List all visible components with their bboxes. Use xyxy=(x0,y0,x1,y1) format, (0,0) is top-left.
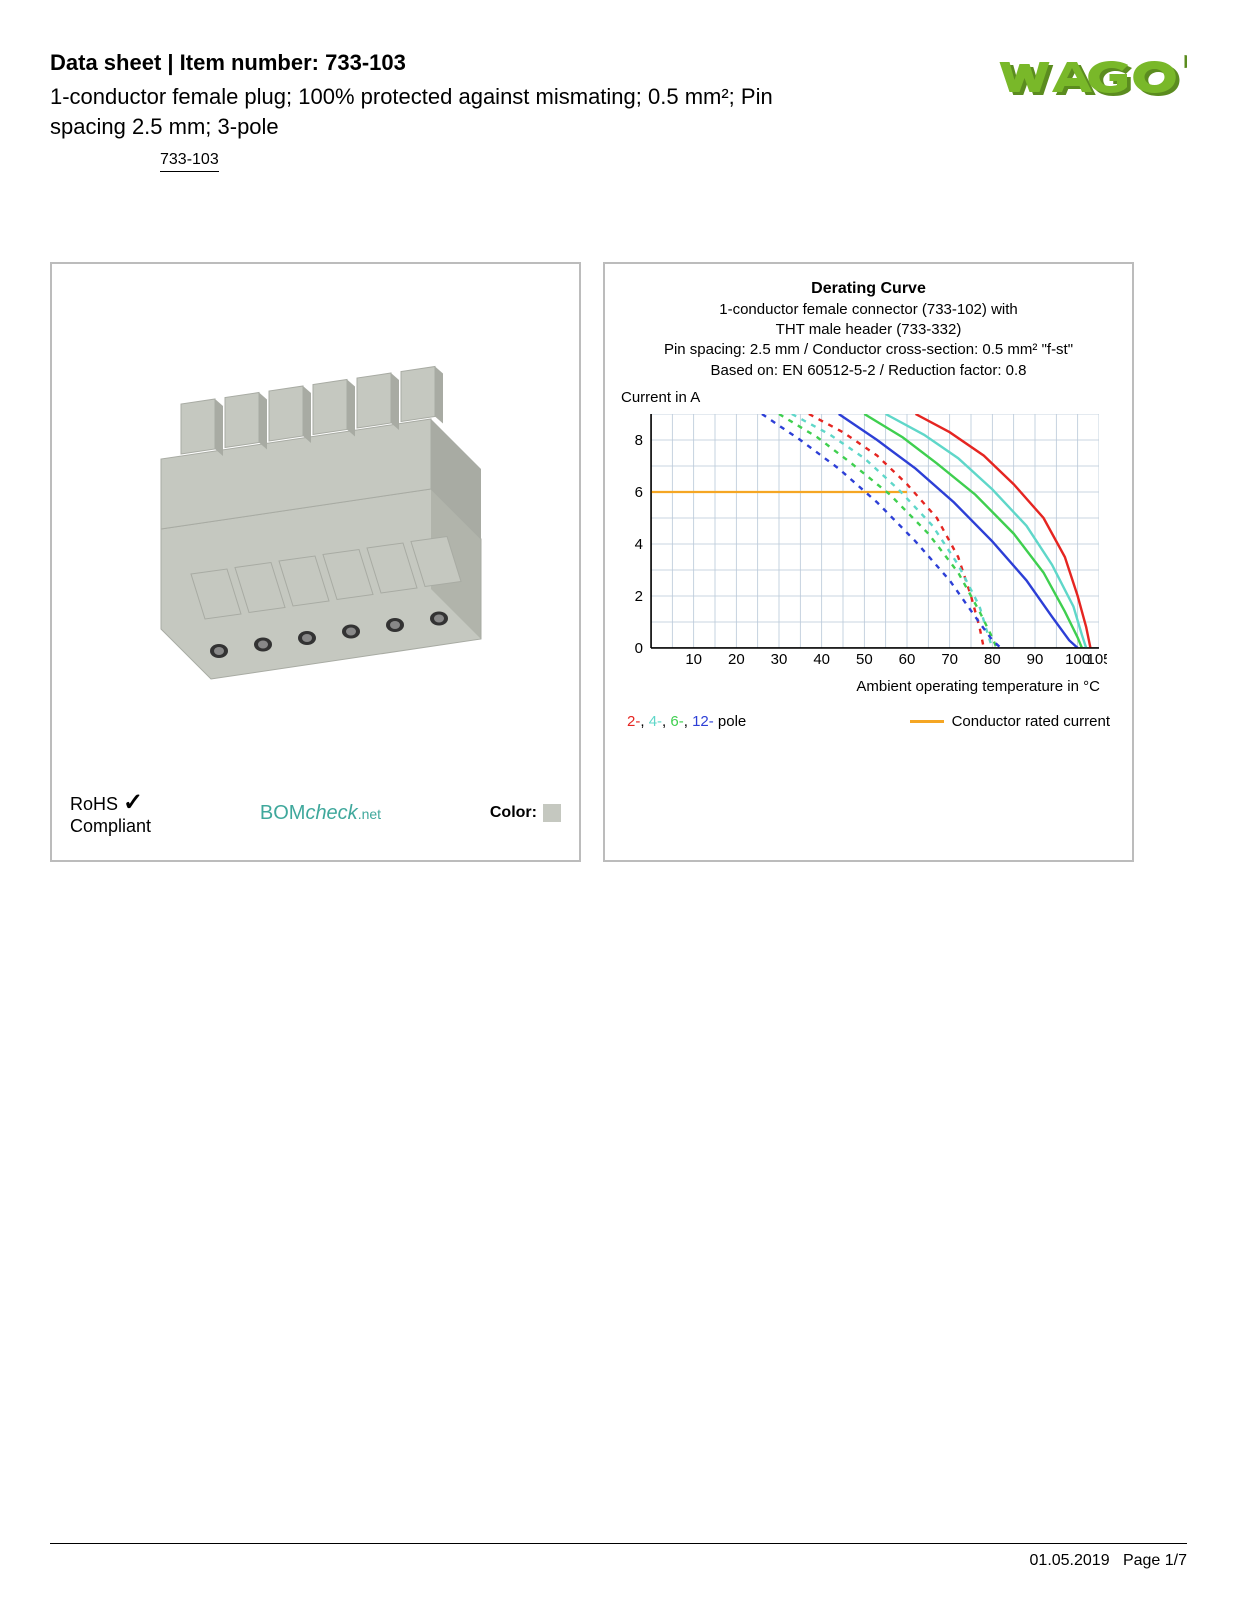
bomcheck-badge: BOMcheck.net xyxy=(260,802,381,825)
svg-text:6: 6 xyxy=(635,484,643,501)
svg-text:40: 40 xyxy=(813,651,830,668)
derating-chart: 1020304050607080901001050246810203040506… xyxy=(617,410,1107,670)
svg-text:50: 50 xyxy=(856,651,873,668)
pole-legend: 2-, 4-, 6-, 12- pole xyxy=(627,713,746,730)
bomcheck-mid: check xyxy=(305,802,357,824)
rohs-label-2: Compliant xyxy=(70,816,151,836)
conductor-legend-label: Conductor rated current xyxy=(952,713,1110,730)
footer-text: 01.05.2019 Page 1/7 xyxy=(50,1552,1187,1570)
svg-text:80: 80 xyxy=(984,651,1001,668)
footer: 01.05.2019 Page 1/7 xyxy=(50,1543,1187,1570)
panels-row: RoHS ✓ Compliant BOMcheck.net Color: Der… xyxy=(50,262,1187,862)
header: Data sheet | Item number: 733-103 1-cond… xyxy=(50,50,1187,172)
chart-title: Derating Curve xyxy=(617,278,1120,300)
svg-text:70: 70 xyxy=(941,651,958,668)
bomcheck-prefix: BOM xyxy=(260,802,306,824)
product-image-area xyxy=(52,264,579,774)
chart-ylabel: Current in A xyxy=(621,389,1120,406)
rohs-label-1: RoHS xyxy=(70,794,118,814)
svg-text:60: 60 xyxy=(899,651,916,668)
color-label-group: Color: xyxy=(490,804,561,822)
footer-date: 01.05.2019 xyxy=(1030,1552,1110,1569)
page-subtitle: 1-conductor female plug; 100% protected … xyxy=(50,82,830,141)
chart-xlabel: Ambient operating temperature in °C xyxy=(617,678,1100,695)
svg-text:0: 0 xyxy=(635,640,643,657)
conductor-legend: Conductor rated current xyxy=(910,713,1110,730)
svg-text:90: 90 xyxy=(1027,651,1044,668)
color-swatch xyxy=(543,804,561,822)
footer-rule xyxy=(50,1543,1187,1544)
svg-text:8: 8 xyxy=(635,432,643,449)
product-panel: RoHS ✓ Compliant BOMcheck.net Color: xyxy=(50,262,581,862)
chart-legend: 2-, 4-, 6-, 12- pole Conductor rated cur… xyxy=(617,713,1120,730)
svg-text:10: 10 xyxy=(685,651,702,668)
svg-text:4: 4 xyxy=(635,536,643,553)
title-prefix: Data sheet | Item number: xyxy=(50,50,325,75)
connector-image xyxy=(101,329,531,709)
chart-line2: THT male header (733-332) xyxy=(617,320,1120,340)
check-icon: ✓ xyxy=(123,789,143,816)
chart-title-block: Derating Curve 1-conductor female connec… xyxy=(617,278,1120,381)
conductor-line-icon xyxy=(910,720,944,723)
badge-row: RoHS ✓ Compliant BOMcheck.net Color: xyxy=(70,790,561,836)
chart-panel: Derating Curve 1-conductor female connec… xyxy=(603,262,1134,862)
svg-text:20: 20 xyxy=(728,651,745,668)
svg-text:2: 2 xyxy=(635,588,643,605)
chart-line1: 1-conductor female connector (733-102) w… xyxy=(617,300,1120,320)
title-item-number: 733-103 xyxy=(325,50,406,75)
page-title: Data sheet | Item number: 733-103 xyxy=(50,50,830,76)
chart-line3: Pin spacing: 2.5 mm / Conductor cross-se… xyxy=(617,340,1120,360)
rohs-badge: RoHS ✓ Compliant xyxy=(70,790,151,836)
footer-page: Page 1/7 xyxy=(1123,1552,1187,1569)
bomcheck-suffix: .net xyxy=(358,806,381,822)
chart-line4: Based on: EN 60512-5-2 / Reduction facto… xyxy=(617,361,1120,381)
color-label: Color: xyxy=(490,804,537,822)
item-link[interactable]: 733-103 xyxy=(160,151,219,172)
wago-logo xyxy=(997,50,1187,100)
svg-text:30: 30 xyxy=(771,651,788,668)
header-text: Data sheet | Item number: 733-103 1-cond… xyxy=(50,50,830,172)
svg-text:105: 105 xyxy=(1086,651,1107,668)
